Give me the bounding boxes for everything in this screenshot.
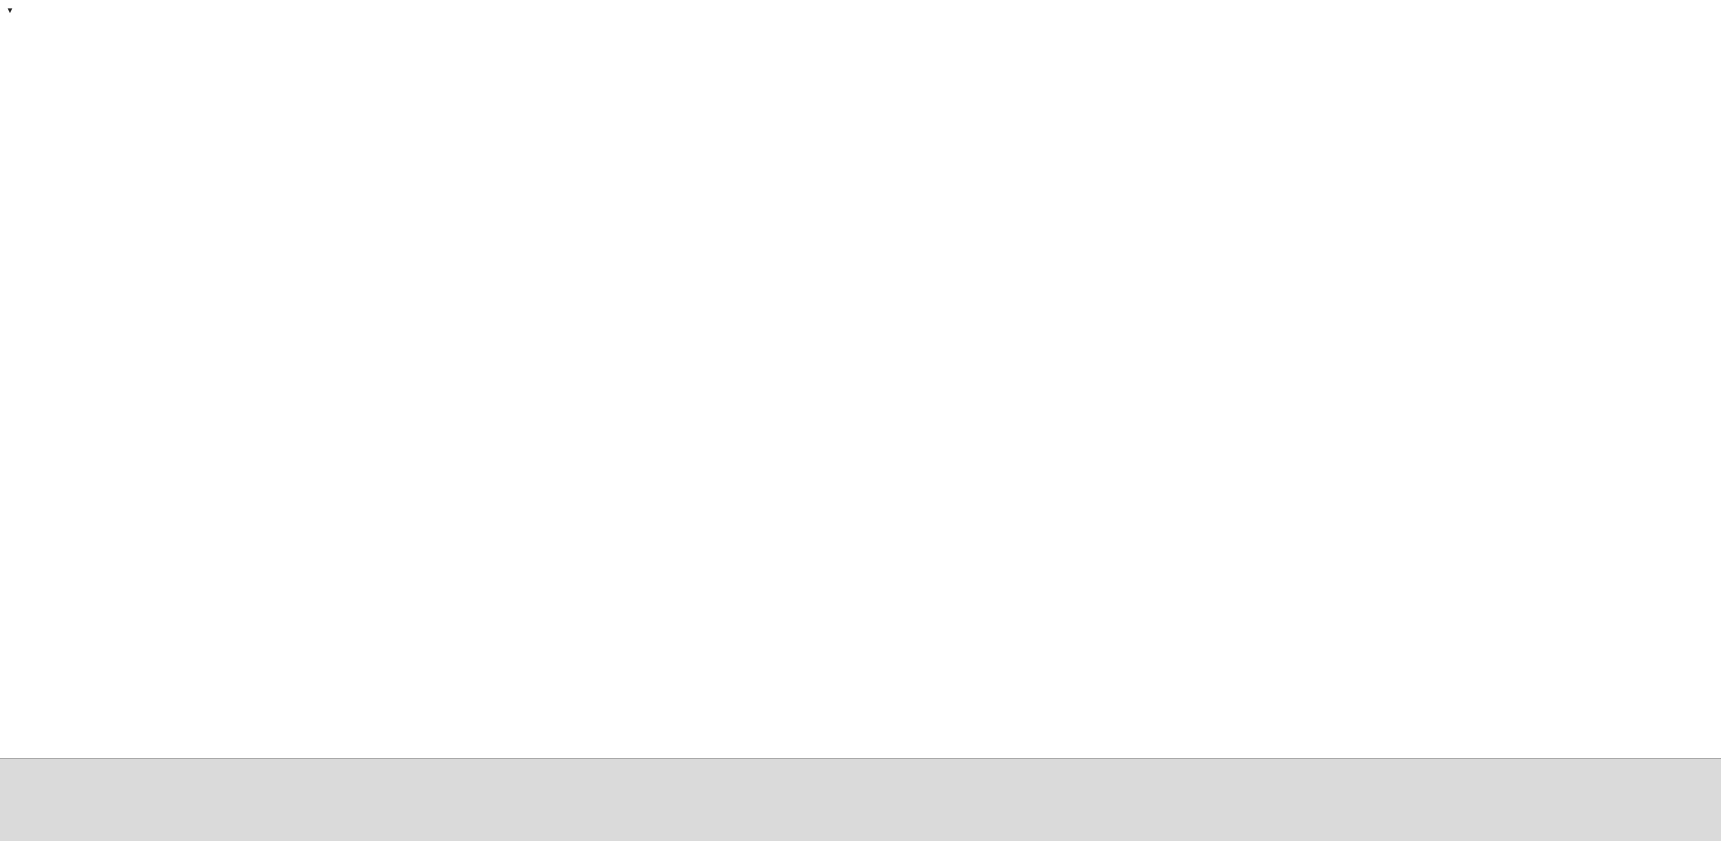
symbol-header: ▼ <box>6 5 30 16</box>
time-axis[interactable] <box>0 738 1721 758</box>
price-scale[interactable] <box>1530 0 1721 758</box>
bottom-strip <box>0 758 1721 841</box>
symbol-dropdown-icon[interactable]: ▼ <box>6 6 14 15</box>
